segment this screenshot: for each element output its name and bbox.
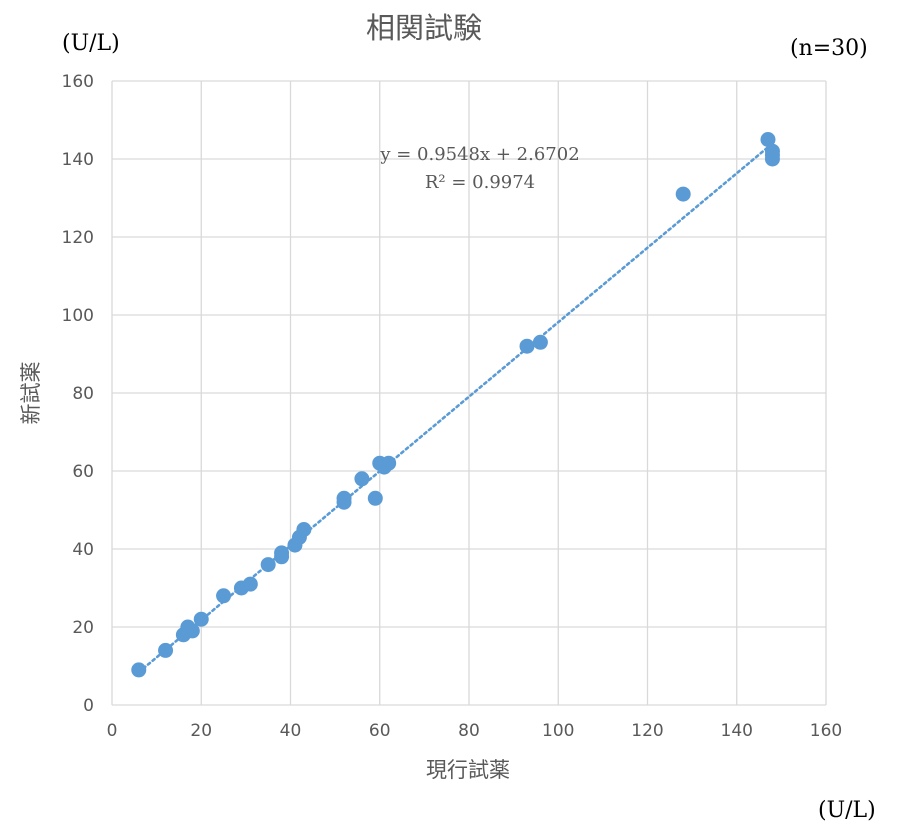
points-layer bbox=[131, 132, 780, 678]
x-tick-label: 40 bbox=[280, 721, 302, 741]
x-tick-label: 120 bbox=[631, 721, 663, 741]
y-tick-label: 40 bbox=[72, 540, 94, 560]
tick-labels: 0 20 40 60 80 100 120 140 160 0 20 40 60 80 100 120 140 1… bbox=[62, 72, 843, 741]
y-tick-label: 0 bbox=[83, 696, 94, 716]
x-unit-label: (U/L) bbox=[818, 798, 876, 823]
x-tick-label: 20 bbox=[190, 721, 212, 741]
data-point bbox=[764, 147, 780, 163]
data-point bbox=[216, 588, 232, 604]
x-tick-label: 160 bbox=[810, 721, 842, 741]
data-point bbox=[274, 545, 290, 561]
y-tick-label: 20 bbox=[72, 618, 94, 638]
data-point bbox=[519, 338, 535, 354]
r-squared-label: R² = 0.9974 bbox=[425, 172, 535, 193]
x-tick-label: 0 bbox=[107, 721, 118, 741]
data-point bbox=[158, 642, 174, 658]
x-tick-label: 60 bbox=[369, 721, 391, 741]
y-tick-label: 120 bbox=[62, 228, 94, 248]
data-point bbox=[367, 490, 383, 506]
data-point bbox=[354, 471, 370, 487]
x-tick-label: 140 bbox=[721, 721, 753, 741]
x-tick-label: 100 bbox=[542, 721, 574, 741]
data-point bbox=[675, 186, 691, 202]
y-tick-label: 160 bbox=[62, 72, 94, 92]
y-tick-label: 100 bbox=[62, 306, 94, 326]
data-point bbox=[193, 611, 209, 627]
y-tick-label: 140 bbox=[62, 150, 94, 170]
data-point bbox=[336, 490, 352, 506]
y-tick-label: 80 bbox=[72, 384, 94, 404]
data-point bbox=[760, 132, 776, 147]
data-point bbox=[296, 522, 312, 537]
data-point bbox=[184, 623, 200, 639]
data-point bbox=[131, 662, 147, 678]
x-tick-label: 80 bbox=[458, 721, 480, 741]
y-tick-label: 60 bbox=[72, 462, 94, 482]
sample-count-label: (n=30) bbox=[790, 36, 868, 61]
y-unit-label: (U/L) bbox=[62, 31, 120, 56]
trendline-equation: y = 0.9548x + 2.6702 bbox=[379, 144, 579, 165]
data-point bbox=[532, 334, 548, 350]
x-axis-title: 現行試薬 bbox=[426, 758, 510, 782]
y-axis-title: 新試薬 bbox=[19, 362, 43, 425]
data-point bbox=[260, 557, 276, 573]
chart-title: 相関試験 bbox=[366, 11, 482, 45]
gridlines bbox=[111, 80, 827, 706]
trendline-layer bbox=[137, 142, 774, 674]
data-point bbox=[381, 455, 397, 471]
data-point bbox=[242, 576, 258, 592]
trendline bbox=[137, 142, 774, 674]
